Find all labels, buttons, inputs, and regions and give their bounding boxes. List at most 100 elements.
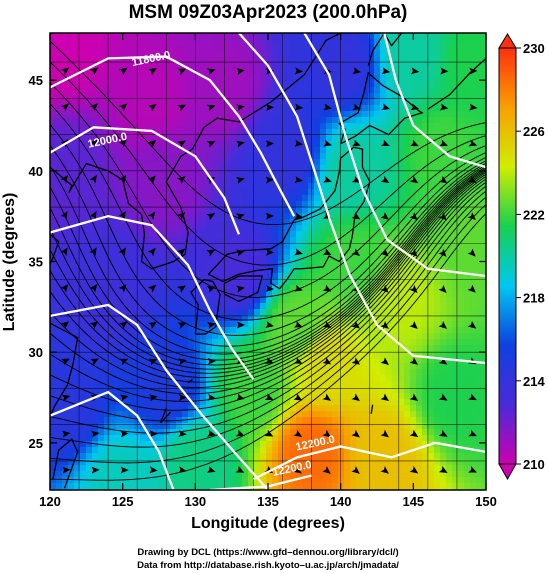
field-cell: [194, 57, 201, 64]
field-cell: [308, 93, 315, 100]
field-cell: [200, 225, 207, 232]
field-cell: [50, 477, 57, 484]
field-cell: [410, 279, 417, 286]
field-cell: [266, 33, 273, 40]
field-cell: [272, 51, 279, 58]
field-cell: [338, 177, 345, 184]
field-cell: [386, 357, 393, 364]
field-cell: [398, 471, 405, 478]
field-cell: [200, 363, 207, 370]
field-cell: [158, 45, 165, 52]
field-cell: [176, 387, 183, 394]
field-cell: [260, 285, 267, 292]
field-cell: [308, 297, 315, 304]
field-cell: [200, 177, 207, 184]
field-cell: [236, 81, 243, 88]
field-cell: [278, 195, 285, 202]
field-cell: [278, 165, 285, 172]
field-cell: [146, 129, 153, 136]
field-cell: [374, 153, 381, 160]
field-cell: [68, 219, 75, 226]
field-cell: [68, 327, 75, 334]
field-cell: [410, 87, 417, 94]
field-cell: [356, 243, 363, 250]
field-cell: [308, 105, 315, 112]
field-cell: [356, 309, 363, 316]
field-cell: [80, 447, 87, 454]
field-cell: [422, 129, 429, 136]
field-cell: [338, 429, 345, 436]
field-cell: [212, 363, 219, 370]
field-cell: [308, 177, 315, 184]
field-cell: [434, 93, 441, 100]
field-cell: [326, 93, 333, 100]
field-cell: [146, 153, 153, 160]
field-cell: [260, 369, 267, 376]
field-cell: [170, 285, 177, 292]
field-cell: [302, 189, 309, 196]
field-cell: [152, 261, 159, 268]
field-cell: [218, 273, 225, 280]
field-cell: [80, 375, 87, 382]
field-cell: [146, 261, 153, 268]
field-cell: [284, 261, 291, 268]
field-cell: [332, 81, 339, 88]
field-cell: [404, 369, 411, 376]
field-cell: [230, 33, 237, 40]
field-cell: [128, 303, 135, 310]
field-cell: [200, 93, 207, 100]
field-cell: [182, 405, 189, 412]
field-cell: [326, 147, 333, 154]
field-cell: [242, 117, 249, 124]
field-cell: [200, 453, 207, 460]
field-cell: [254, 153, 261, 160]
field-cell: [188, 105, 195, 112]
field-cell: [158, 225, 165, 232]
field-cell: [260, 33, 267, 40]
field-cell: [368, 267, 375, 274]
field-cell: [206, 345, 213, 352]
field-cell: [290, 243, 297, 250]
field-cell: [176, 465, 183, 472]
field-cell: [68, 261, 75, 268]
field-cell: [224, 261, 231, 268]
field-cell: [326, 237, 333, 244]
field-cell: [380, 345, 387, 352]
field-cell: [416, 153, 423, 160]
field-cell: [344, 333, 351, 340]
field-cell: [224, 189, 231, 196]
field-cell: [68, 237, 75, 244]
field-cell: [290, 165, 297, 172]
field-cell: [122, 375, 129, 382]
field-cell: [158, 429, 165, 436]
field-cell: [164, 417, 171, 424]
field-cell: [152, 81, 159, 88]
field-cell: [62, 345, 69, 352]
field-cell: [386, 87, 393, 94]
field-cell: [278, 69, 285, 76]
field-cell: [374, 339, 381, 346]
field-cell: [416, 219, 423, 226]
field-cell: [272, 333, 279, 340]
field-cell: [308, 321, 315, 328]
field-cell: [164, 333, 171, 340]
field-cell: [308, 273, 315, 280]
field-cell: [374, 99, 381, 106]
field-cell: [110, 273, 117, 280]
field-cell: [140, 303, 147, 310]
field-cell: [56, 99, 63, 106]
field-cell: [188, 45, 195, 52]
field-cell: [116, 75, 123, 82]
field-cell: [230, 375, 237, 382]
field-cell: [50, 381, 57, 388]
field-cell: [176, 57, 183, 64]
field-cell: [368, 177, 375, 184]
field-cell: [368, 285, 375, 292]
field-cell: [200, 111, 207, 118]
field-cell: [122, 369, 129, 376]
field-cell: [146, 273, 153, 280]
field-cell: [98, 315, 105, 322]
field-cell: [302, 231, 309, 238]
field-cell: [374, 69, 381, 76]
field-cell: [314, 309, 321, 316]
